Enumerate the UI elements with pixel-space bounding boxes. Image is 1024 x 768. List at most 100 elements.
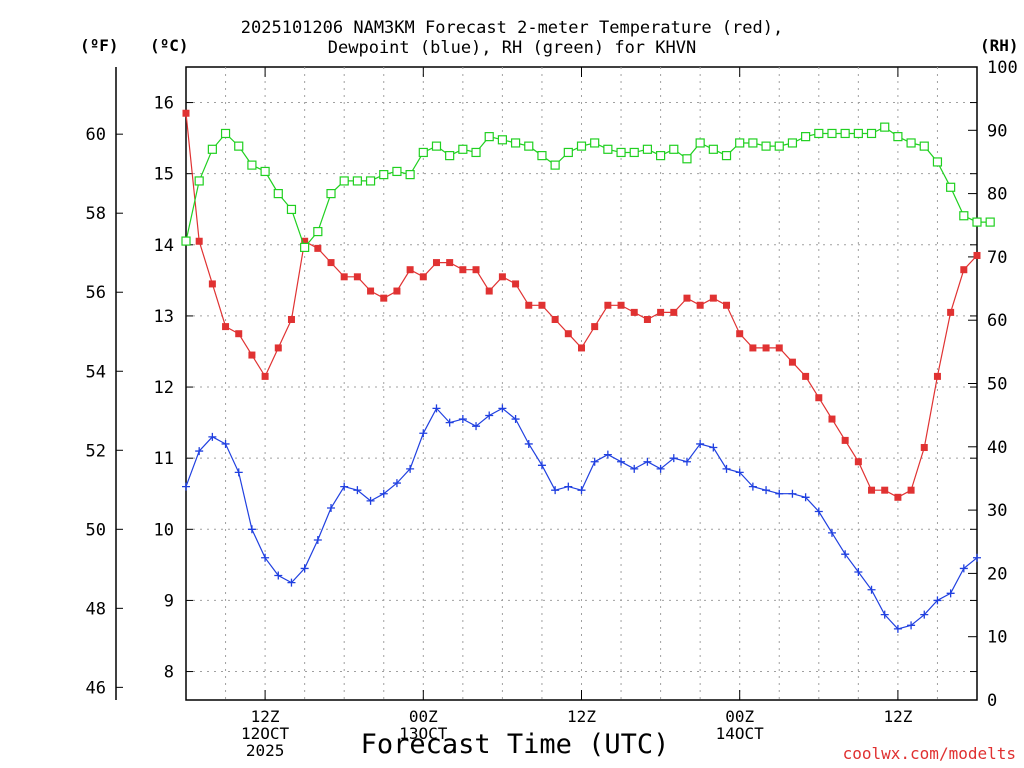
dewpoint-point	[208, 432, 217, 441]
dewpoint-point	[814, 507, 823, 516]
temperature-point	[367, 287, 375, 295]
rh-point	[234, 141, 244, 151]
dewpoint-point	[854, 567, 863, 576]
temperature-point	[854, 458, 862, 466]
rh-point	[616, 147, 626, 158]
dewpoint-point	[485, 411, 494, 420]
x-tick-label: 2025	[246, 741, 285, 760]
rh-point	[959, 211, 969, 221]
celsius-tick-label: 9	[164, 591, 174, 611]
rh-point	[801, 132, 811, 142]
temperature-point	[788, 358, 796, 366]
temperature-point	[802, 372, 810, 380]
temperature-point	[762, 344, 770, 352]
temperature-point	[248, 351, 256, 359]
dewpoint-point	[379, 489, 388, 498]
temperature-point	[327, 259, 335, 267]
temperature-point	[393, 287, 401, 295]
dewpoint-point	[564, 482, 573, 491]
temperature-point	[340, 273, 348, 281]
fahrenheit-unit-label: (ºF)	[80, 36, 119, 55]
temperature-point	[446, 259, 454, 267]
dewpoint-point	[656, 464, 665, 473]
celsius-tick-label: 13	[154, 307, 174, 327]
dewpoint-point	[617, 457, 626, 466]
temperature-point	[274, 344, 282, 352]
rh-point	[576, 141, 587, 151]
temperature-point	[696, 301, 704, 309]
rh-point	[880, 122, 890, 132]
temperature-point	[208, 280, 216, 288]
rh-point	[827, 128, 837, 139]
dewpoint-point	[827, 528, 836, 537]
temperature-point	[947, 308, 955, 316]
rh-point	[787, 138, 798, 148]
dewpoint-point	[788, 489, 797, 498]
rh-point	[919, 141, 929, 151]
celsius-tick-label: 14	[154, 236, 174, 256]
dewpoint-point	[458, 415, 467, 424]
dewpoint-point	[392, 479, 401, 488]
fahrenheit-tick-label: 58	[86, 204, 106, 224]
rh-point	[497, 135, 507, 145]
rh-point	[458, 144, 468, 154]
dewpoint-point	[313, 535, 322, 544]
temperature-point	[657, 308, 665, 316]
temperature-point	[406, 266, 414, 274]
temperature-point	[419, 273, 427, 281]
temperature-point	[920, 444, 928, 452]
rh-point	[774, 141, 784, 151]
rh-tick-label: 80	[987, 185, 1007, 205]
temperature-point	[881, 486, 889, 494]
dewpoint-point	[366, 496, 375, 505]
rh-point	[603, 144, 613, 154]
temperature-point	[960, 266, 968, 274]
fahrenheit-tick-label: 54	[86, 362, 106, 382]
dewpoint-line	[185, 407, 978, 630]
rh-point	[761, 141, 771, 151]
temperature-point	[551, 315, 559, 323]
temperature-point	[564, 330, 572, 338]
x-tick-label: 14OCT	[716, 724, 765, 743]
x-tick-label: 12Z	[567, 707, 596, 726]
temperature-point	[485, 287, 493, 295]
rh-tick-label: 70	[987, 248, 1007, 268]
x-tick-label: 13OCT	[399, 724, 448, 743]
rh-point	[471, 147, 481, 158]
rh-point	[893, 132, 903, 142]
temperature-point	[195, 237, 203, 245]
rh-point	[946, 182, 956, 192]
rh-point	[352, 176, 362, 186]
rh-point	[326, 189, 336, 199]
dewpoint-point	[775, 489, 784, 498]
rh-point	[735, 138, 745, 148]
dewpoint-point	[735, 468, 744, 477]
temperature-point	[353, 273, 361, 281]
dewpoint-point	[933, 596, 942, 605]
chart-title-line-1: 2025101206 NAM3KM Forecast 2-meter Tempe…	[240, 18, 784, 38]
temperature-point	[472, 266, 480, 274]
credit-link[interactable]: coolwx.com/modelts	[842, 744, 1016, 763]
temperature-point	[643, 315, 651, 323]
rh-point	[524, 141, 534, 151]
dewpoint-point	[696, 439, 705, 448]
temperature-point	[287, 315, 295, 323]
rh-point	[247, 160, 257, 170]
dewpoint-point	[511, 415, 520, 424]
dewpoint-point	[234, 468, 243, 477]
rh-tick-label: 30	[987, 501, 1007, 521]
rh-point	[629, 147, 639, 158]
temperature-point	[538, 301, 546, 309]
temperature-point	[301, 237, 309, 245]
rh-tick-label: 20	[987, 564, 1007, 584]
dewpoint-point	[748, 482, 757, 491]
dewpoint-point	[274, 571, 283, 580]
dewpoint-point	[973, 553, 981, 562]
dewpoint-point	[577, 486, 586, 495]
temperature-point	[868, 486, 876, 494]
rh-point	[721, 151, 732, 161]
rh-tick-label: 40	[987, 438, 1007, 458]
rh-tick-label: 60	[987, 311, 1007, 331]
dewpoint-point	[709, 443, 718, 452]
